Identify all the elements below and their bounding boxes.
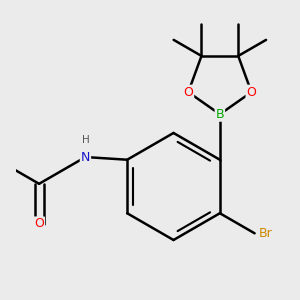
- Text: N: N: [81, 151, 90, 164]
- Text: H: H: [82, 135, 89, 145]
- Text: Br: Br: [259, 227, 273, 240]
- Text: O: O: [183, 85, 193, 99]
- Text: B: B: [215, 108, 224, 121]
- Text: O: O: [34, 218, 44, 230]
- Text: O: O: [247, 85, 256, 99]
